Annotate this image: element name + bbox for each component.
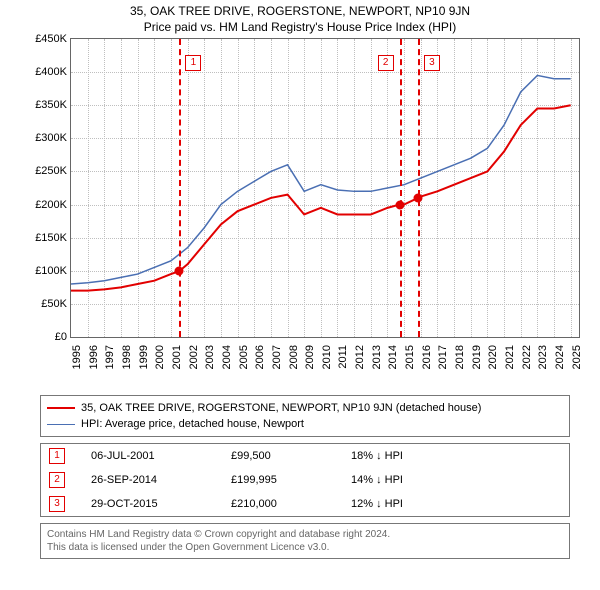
ytick-label: £300K	[19, 132, 67, 144]
plot-area: £0£50K£100K£150K£200K£250K£300K£350K£400…	[70, 38, 580, 338]
xtick-label: 2000	[154, 345, 166, 385]
xtick-label: 2004	[221, 345, 233, 385]
xtick-label: 2014	[387, 345, 399, 385]
ytick-label: £200K	[19, 199, 67, 211]
ytick-label: £100K	[19, 265, 67, 277]
xtick-label: 2015	[404, 345, 416, 385]
xtick-label: 2012	[354, 345, 366, 385]
legend-row-price-paid: 35, OAK TREE DRIVE, ROGERSTONE, NEWPORT,…	[47, 400, 563, 416]
event-price-2: £199,995	[231, 474, 351, 486]
xtick-label: 2016	[421, 345, 433, 385]
events-table: 1 06-JUL-2001 £99,500 18% ↓ HPI 2 26-SEP…	[40, 443, 570, 517]
series-lines	[71, 39, 579, 337]
xtick-label: 2018	[454, 345, 466, 385]
event-price-3: £210,000	[231, 498, 351, 510]
event-price-1: £99,500	[231, 450, 351, 462]
legend-label-0: 35, OAK TREE DRIVE, ROGERSTONE, NEWPORT,…	[81, 402, 481, 414]
chart: £0£50K£100K£150K£200K£250K£300K£350K£400…	[30, 38, 590, 393]
series-price_paid	[71, 105, 571, 290]
footer: Contains HM Land Registry data © Crown c…	[40, 523, 570, 559]
xtick-label: 2008	[288, 345, 300, 385]
ytick-label: £150K	[19, 232, 67, 244]
ytick-label: £350K	[19, 99, 67, 111]
footer-line2: This data is licensed under the Open Gov…	[47, 541, 563, 554]
legend-swatch-1	[47, 424, 75, 425]
event-date-3: 29-OCT-2015	[91, 498, 231, 510]
legend-label-1: HPI: Average price, detached house, Newp…	[81, 418, 304, 430]
ytick-label: £50K	[19, 298, 67, 310]
series-hpi	[71, 75, 571, 284]
event-num-1: 1	[49, 448, 65, 464]
xtick-label: 2001	[171, 345, 183, 385]
xtick-label: 1999	[138, 345, 150, 385]
event-line-3	[418, 39, 420, 337]
event-marker-3	[413, 193, 422, 202]
xtick-label: 2019	[471, 345, 483, 385]
event-marker-2	[395, 200, 404, 209]
legend-swatch-0	[47, 407, 75, 409]
event-box-2: 2	[378, 55, 394, 71]
event-num-3: 3	[49, 496, 65, 512]
xtick-label: 2020	[487, 345, 499, 385]
chart-title: 35, OAK TREE DRIVE, ROGERSTONE, NEWPORT,…	[0, 0, 600, 34]
xtick-label: 2024	[554, 345, 566, 385]
xtick-label: 1997	[104, 345, 116, 385]
event-box-3: 3	[424, 55, 440, 71]
legend: 35, OAK TREE DRIVE, ROGERSTONE, NEWPORT,…	[40, 395, 570, 437]
xtick-label: 1996	[88, 345, 100, 385]
event-line-1	[179, 39, 181, 337]
event-diff-2: 14% ↓ HPI	[351, 474, 481, 486]
event-diff-1: 18% ↓ HPI	[351, 450, 481, 462]
event-row-2: 2 26-SEP-2014 £199,995 14% ↓ HPI	[41, 468, 569, 492]
xtick-label: 2010	[321, 345, 333, 385]
xtick-label: 2011	[337, 345, 349, 385]
xtick-label: 2021	[504, 345, 516, 385]
event-box-1: 1	[185, 55, 201, 71]
event-diff-3: 12% ↓ HPI	[351, 498, 481, 510]
ytick-label: £0	[19, 331, 67, 343]
event-num-2: 2	[49, 472, 65, 488]
xtick-label: 2006	[254, 345, 266, 385]
footer-line1: Contains HM Land Registry data © Crown c…	[47, 528, 563, 541]
legend-row-hpi: HPI: Average price, detached house, Newp…	[47, 416, 563, 432]
xtick-label: 2025	[571, 345, 583, 385]
xtick-label: 1995	[71, 345, 83, 385]
ytick-label: £450K	[19, 33, 67, 45]
ytick-label: £400K	[19, 66, 67, 78]
xtick-label: 2017	[437, 345, 449, 385]
event-date-2: 26-SEP-2014	[91, 474, 231, 486]
xtick-label: 2013	[371, 345, 383, 385]
xtick-label: 2003	[204, 345, 216, 385]
xtick-label: 2009	[304, 345, 316, 385]
title-line1: 35, OAK TREE DRIVE, ROGERSTONE, NEWPORT,…	[0, 4, 600, 18]
event-line-2	[400, 39, 402, 337]
xtick-label: 1998	[121, 345, 133, 385]
title-line2: Price paid vs. HM Land Registry's House …	[0, 20, 600, 34]
xtick-label: 2002	[188, 345, 200, 385]
event-row-3: 3 29-OCT-2015 £210,000 12% ↓ HPI	[41, 492, 569, 516]
xtick-label: 2023	[537, 345, 549, 385]
event-row-1: 1 06-JUL-2001 £99,500 18% ↓ HPI	[41, 444, 569, 468]
xtick-label: 2005	[238, 345, 250, 385]
event-marker-1	[175, 267, 184, 276]
xtick-label: 2007	[271, 345, 283, 385]
ytick-label: £250K	[19, 165, 67, 177]
event-date-1: 06-JUL-2001	[91, 450, 231, 462]
xtick-label: 2022	[521, 345, 533, 385]
